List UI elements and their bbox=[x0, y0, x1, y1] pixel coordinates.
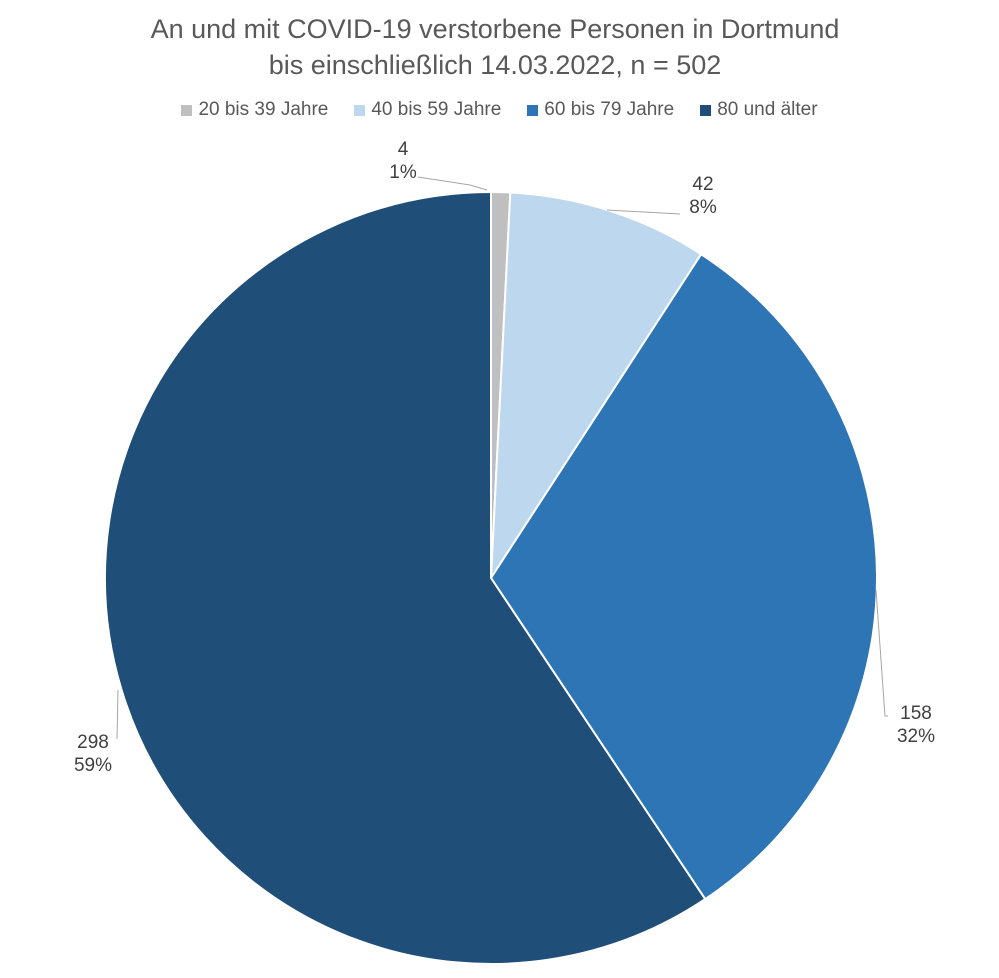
legend-swatch-60-79 bbox=[527, 104, 539, 116]
legend-item-20-39: 20 bis 39 Jahre bbox=[181, 99, 328, 121]
data-label-value-80-plus: 298 bbox=[77, 732, 109, 753]
legend-label-60-79: 60 bis 79 Jahre bbox=[544, 99, 675, 120]
leader-line-20-39 bbox=[417, 176, 488, 191]
legend-item-40-59: 40 bis 59 Jahre bbox=[354, 99, 501, 121]
data-label-percent-80-plus: 59% bbox=[74, 755, 112, 776]
data-label-percent-20-39: 1% bbox=[389, 162, 417, 183]
legend-item-60-79: 60 bis 79 Jahre bbox=[527, 99, 674, 121]
pie-slice-60-79 bbox=[489, 252, 878, 901]
legend-swatch-40-59 bbox=[354, 104, 366, 116]
data-label-value-60-79: 158 bbox=[900, 703, 932, 724]
legend-label-80-plus: 80 und älter bbox=[717, 99, 818, 120]
chart-legend: 20 bis 39 Jahre 40 bis 59 Jahre 60 bis 7… bbox=[0, 99, 999, 121]
chart-title-line-2: bis einschließlich 14.03.2022, n = 502 bbox=[268, 50, 722, 80]
data-label-percent-40-59: 8% bbox=[689, 197, 717, 218]
leader-line-80-plus bbox=[116, 689, 119, 740]
legend-label-40-59: 40 bis 59 Jahre bbox=[371, 99, 502, 120]
chart-title-line-1: An und mit COVID-19 verstorbene Personen… bbox=[150, 14, 840, 44]
data-label-percent-60-79: 32% bbox=[897, 726, 935, 747]
leader-line-60-79 bbox=[875, 589, 888, 717]
legend-item-80-plus: 80 und älter bbox=[700, 99, 818, 121]
legend-swatch-80-plus bbox=[700, 104, 712, 116]
leader-line-40-59 bbox=[606, 209, 681, 215]
legend-label-20-39: 20 bis 39 Jahre bbox=[198, 99, 329, 120]
pie-slice-40-59 bbox=[489, 191, 703, 582]
data-label-value-20-39: 4 bbox=[398, 139, 409, 160]
legend-swatch-20-39 bbox=[181, 104, 193, 116]
pie-slice-80-plus bbox=[104, 190, 707, 965]
data-label-value-40-59: 42 bbox=[692, 174, 713, 195]
